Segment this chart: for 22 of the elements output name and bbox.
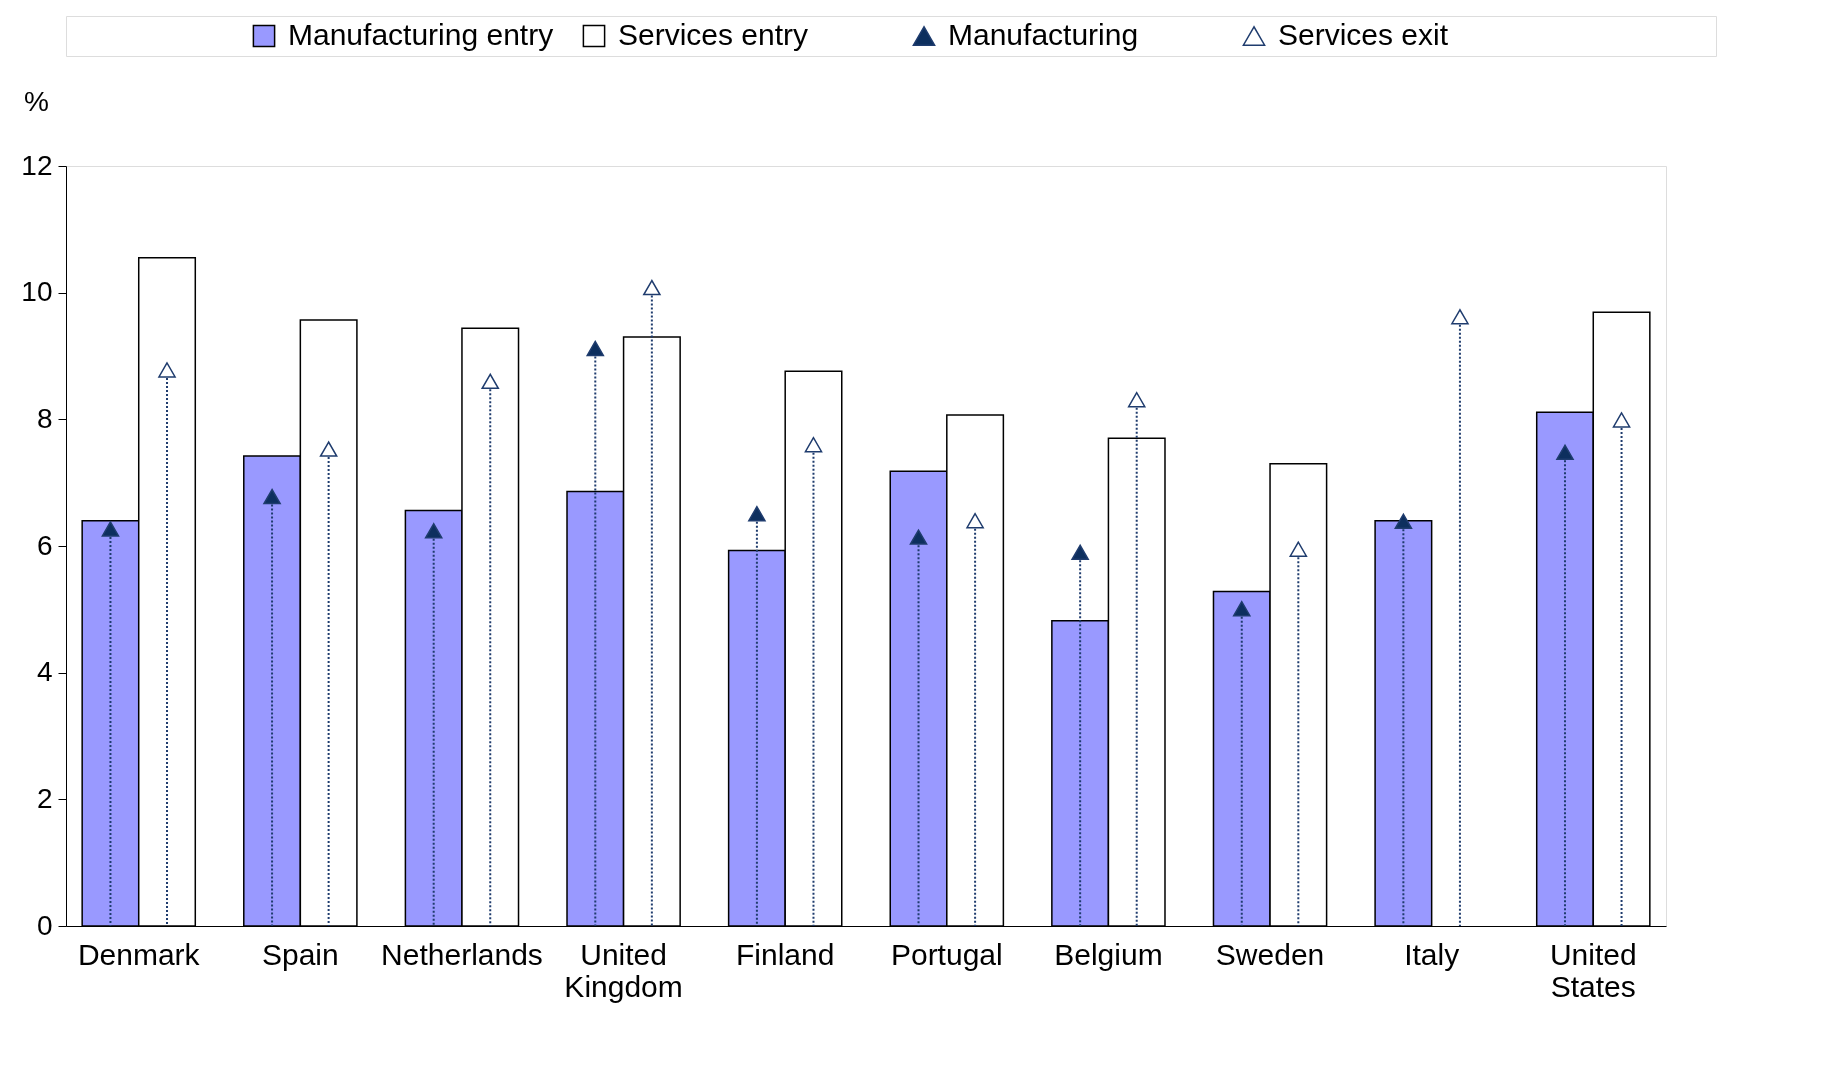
y-tick-label: 8 xyxy=(36,402,53,434)
legend-label: Manufacturing entry xyxy=(288,18,554,51)
y-tick-label: 0 xyxy=(36,909,53,941)
y-tick-label: 12 xyxy=(21,149,53,181)
x-tick-label: Netherlands xyxy=(381,937,543,971)
y-tick-label: 2 xyxy=(36,782,53,814)
legend-label: Services exit xyxy=(1278,18,1449,51)
x-tick-label: United States xyxy=(1549,937,1637,1003)
x-tick-label: Italy xyxy=(1404,937,1460,971)
y-tick-label: 4 xyxy=(36,656,53,688)
x-tick-label: Denmark xyxy=(77,937,201,971)
legend-label: Services entry xyxy=(618,18,809,51)
x-tick-label: Portugal xyxy=(890,937,1003,971)
y-axis-title: % xyxy=(24,85,49,117)
x-tick-label: Spain xyxy=(261,937,339,971)
x-tick-label: United Kingdom xyxy=(564,937,683,1003)
x-tick-label: Belgium xyxy=(1054,937,1163,971)
y-tick-label: 10 xyxy=(21,276,53,308)
y-tick-label: 6 xyxy=(36,529,53,561)
x-tick-label: Finland xyxy=(735,937,835,971)
legend-label: Manufacturing xyxy=(948,18,1139,51)
x-tick-label: Sweden xyxy=(1215,937,1325,971)
